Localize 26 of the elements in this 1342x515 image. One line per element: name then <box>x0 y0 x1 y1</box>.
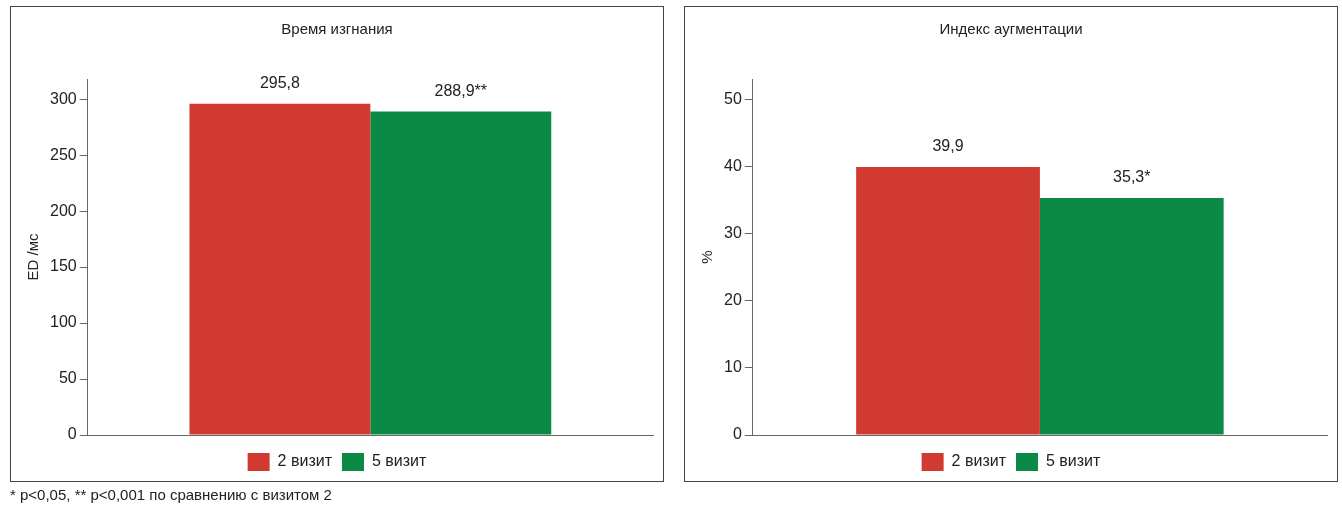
y-tick-label: 50 <box>724 89 742 107</box>
data-label: 295,8 <box>259 74 301 92</box>
y-tick-label: 300 <box>49 89 77 107</box>
y-tick-label: 10 <box>724 358 742 376</box>
y-axis-title: ED /мс <box>24 233 42 281</box>
data-label: 35,3* <box>1113 168 1151 186</box>
y-tick-label: 30 <box>724 223 742 241</box>
chart-title: Индекс аугментации <box>939 20 1083 38</box>
y-tick-label: 50 <box>58 369 77 387</box>
y-tick-label: 250 <box>49 145 77 163</box>
y-tick-label: 150 <box>49 257 77 275</box>
chart-title: Время изгнания <box>281 20 393 38</box>
legend-label: 2 визит <box>277 452 333 470</box>
data-label: 288,9** <box>434 81 488 99</box>
legend-label: 2 визит <box>951 452 1007 470</box>
legend-label: 5 визит <box>1046 452 1102 470</box>
text: * p<0,05, ** p<0,001 по сравнению с визитом 2 <box>10 486 333 503</box>
y-tick-label: 0 <box>732 425 742 443</box>
y-tick-label: 100 <box>49 313 77 331</box>
y-tick-label: 200 <box>49 201 77 219</box>
y-tick-label: 40 <box>724 156 742 174</box>
legend-label: 5 визит <box>372 452 428 470</box>
y-tick-label: 0 <box>67 425 77 443</box>
y-axis-title: % <box>698 250 716 264</box>
data-label: 39,9 <box>932 137 964 155</box>
y-tick-label: 20 <box>724 291 742 309</box>
